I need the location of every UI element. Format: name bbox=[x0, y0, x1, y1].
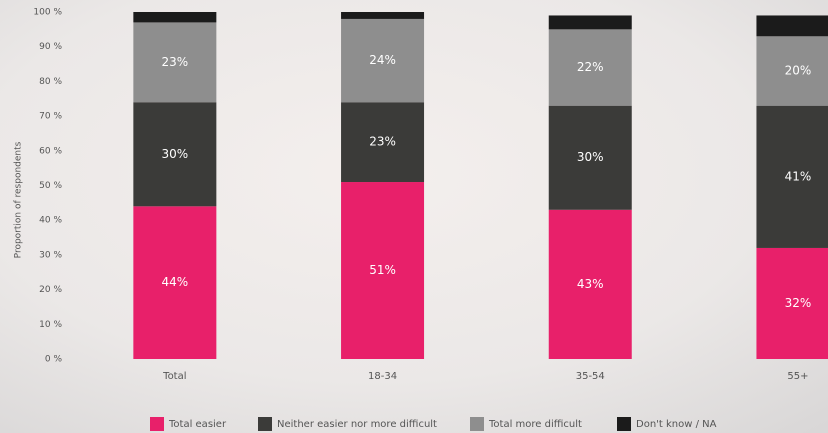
legend-swatch bbox=[617, 417, 631, 431]
y-tick-label: 80 % bbox=[39, 77, 62, 87]
bar-segment bbox=[756, 247, 828, 359]
y-tick-label: 60 % bbox=[39, 146, 62, 156]
x-tick-label: 35-54 bbox=[576, 371, 605, 382]
value-label: 22% bbox=[577, 60, 604, 74]
legend-swatch bbox=[150, 417, 164, 431]
y-tick-label: 100 % bbox=[33, 8, 62, 18]
y-tick-label: 40 % bbox=[39, 216, 62, 226]
value-label: 41% bbox=[785, 169, 812, 183]
bar-segment bbox=[548, 209, 632, 359]
legend-label: Total easier bbox=[168, 419, 227, 430]
y-axis-label: Proportion of respondents bbox=[14, 141, 24, 258]
y-tick-label: 10 % bbox=[39, 320, 62, 330]
bar-segment bbox=[133, 102, 217, 207]
legend-label: Don't know / NA bbox=[636, 419, 717, 430]
legend-label: Total more difficult bbox=[488, 419, 582, 430]
value-label: 24% bbox=[369, 53, 396, 67]
value-label: 32% bbox=[785, 296, 812, 310]
bar-segment bbox=[548, 29, 632, 106]
value-label: 51% bbox=[369, 263, 396, 277]
bar-segment bbox=[548, 15, 632, 30]
x-tick-label: Total bbox=[162, 371, 186, 382]
y-tick-label: 30 % bbox=[39, 250, 62, 260]
value-label: 44% bbox=[162, 275, 189, 289]
legend-label: Neither easier nor more difficult bbox=[277, 419, 437, 430]
bar-segment bbox=[341, 12, 425, 19]
bar-segment bbox=[548, 105, 632, 210]
x-tick-label: 55+ bbox=[787, 371, 808, 382]
y-tick-label: 70 % bbox=[39, 112, 62, 122]
value-label: 30% bbox=[577, 150, 604, 164]
bar-segment bbox=[133, 22, 217, 103]
y-tick-label: 50 % bbox=[39, 181, 62, 191]
bar-segment bbox=[133, 12, 217, 23]
value-label: 43% bbox=[577, 277, 604, 291]
value-label: 23% bbox=[369, 135, 396, 149]
bar-segment bbox=[756, 105, 828, 248]
value-label: 30% bbox=[162, 147, 189, 161]
bar-segment bbox=[341, 18, 425, 103]
bar-segment bbox=[756, 36, 828, 106]
y-tick-label: 20 % bbox=[39, 285, 62, 295]
y-tick-label: 0 % bbox=[45, 355, 63, 365]
legend-swatch bbox=[258, 417, 272, 431]
bar-segment bbox=[756, 15, 828, 37]
bar-segment bbox=[133, 206, 217, 359]
y-tick-label: 90 % bbox=[39, 42, 62, 52]
value-label: 23% bbox=[162, 55, 189, 69]
x-tick-label: 18-34 bbox=[368, 371, 397, 382]
bar-segment bbox=[341, 182, 425, 359]
bar-segment bbox=[341, 102, 425, 183]
legend-swatch bbox=[470, 417, 484, 431]
value-label: 20% bbox=[785, 63, 812, 77]
